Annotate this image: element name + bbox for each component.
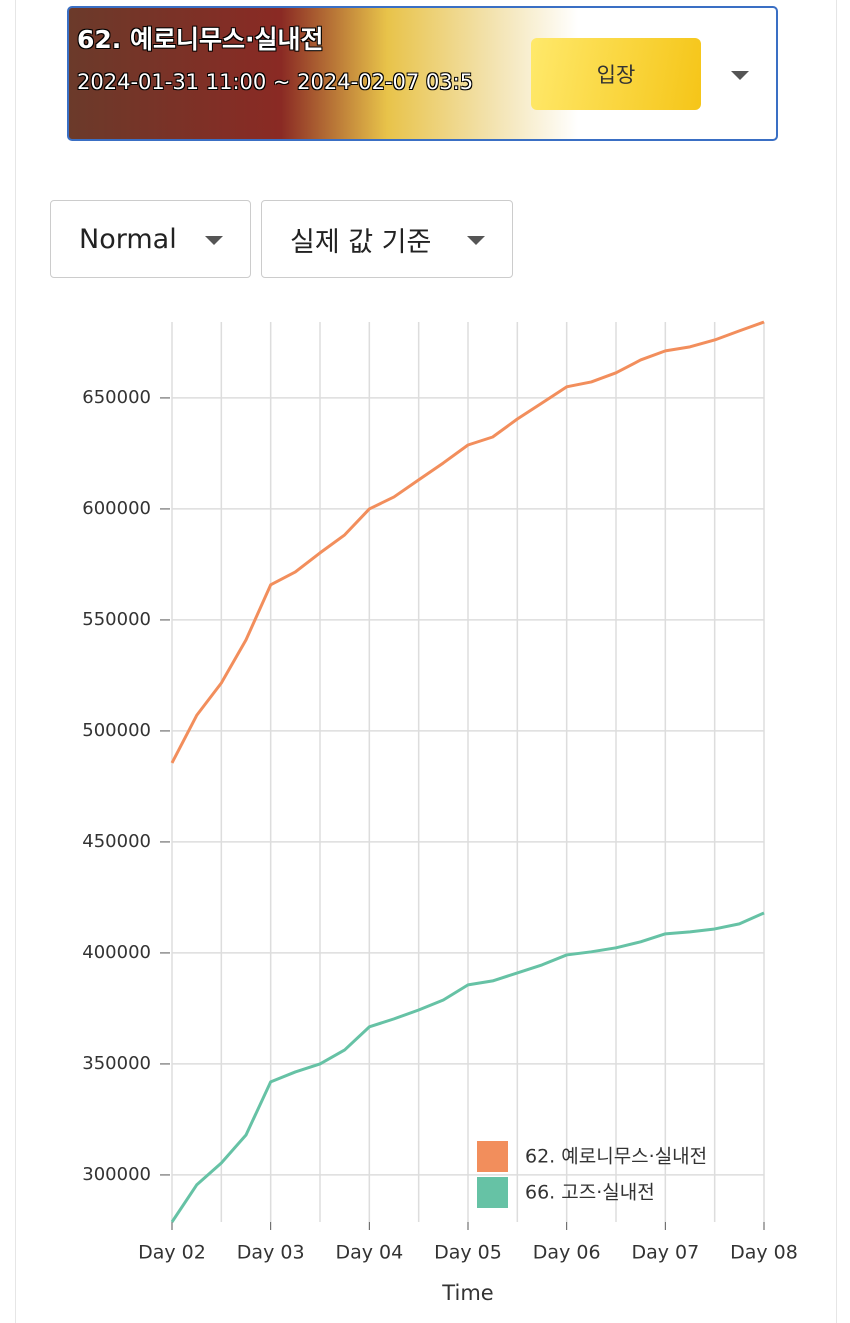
x-tick-label: Day 07 bbox=[631, 1242, 699, 1264]
y-tick-label: 650000 bbox=[82, 387, 151, 408]
legend-swatch bbox=[477, 1141, 508, 1172]
y-tick-label: 350000 bbox=[82, 1053, 151, 1074]
x-tick-label: Day 03 bbox=[237, 1242, 305, 1264]
dropdown-arrow bbox=[467, 236, 485, 245]
dropdown-arrow bbox=[205, 236, 223, 245]
event-banner[interactable]: 62. 예로니무스·실내전 2024-01-31 11:00 ~ 2024-02… bbox=[67, 6, 778, 141]
x-tick-label: Day 05 bbox=[434, 1242, 502, 1264]
x-tick-label: Day 04 bbox=[335, 1242, 403, 1264]
x-tick-label: Day 02 bbox=[138, 1242, 206, 1264]
y-tick-label: 300000 bbox=[82, 1164, 151, 1185]
y-tick-label: 450000 bbox=[82, 831, 151, 852]
enter-button[interactable]: 입장 bbox=[531, 38, 701, 110]
mode-dropdown[interactable]: Normal bbox=[50, 200, 251, 278]
y-tick-label: 400000 bbox=[82, 942, 151, 963]
x-tick-label: Day 08 bbox=[730, 1242, 798, 1264]
y-tick-label: 600000 bbox=[82, 498, 151, 519]
y-tick-label: 550000 bbox=[82, 609, 151, 630]
x-axis-title: Time bbox=[441, 1281, 493, 1305]
basis-label: 실제 값 기준 bbox=[290, 226, 432, 258]
series-line bbox=[170, 320, 765, 764]
event-title: 62. 예로니무스·실내전 bbox=[77, 25, 324, 54]
y-tick-label: 500000 bbox=[82, 720, 151, 741]
mode-label: Normal bbox=[79, 223, 177, 255]
legend-swatch bbox=[477, 1177, 508, 1208]
event-period: 2024-01-31 11:00 ~ 2024-02-07 03:5 bbox=[77, 70, 474, 94]
page-frame bbox=[15, 0, 837, 1323]
legend-label: 66. 고즈·실내전 bbox=[525, 1182, 655, 1204]
basis-dropdown[interactable]: 실제 값 기준 bbox=[261, 200, 513, 278]
banner-dropdown-arrow[interactable] bbox=[731, 71, 749, 80]
x-tick-label: Day 06 bbox=[533, 1242, 601, 1264]
legend-label: 62. 예로니무스·실내전 bbox=[525, 1146, 707, 1168]
series-line bbox=[170, 911, 765, 1223]
